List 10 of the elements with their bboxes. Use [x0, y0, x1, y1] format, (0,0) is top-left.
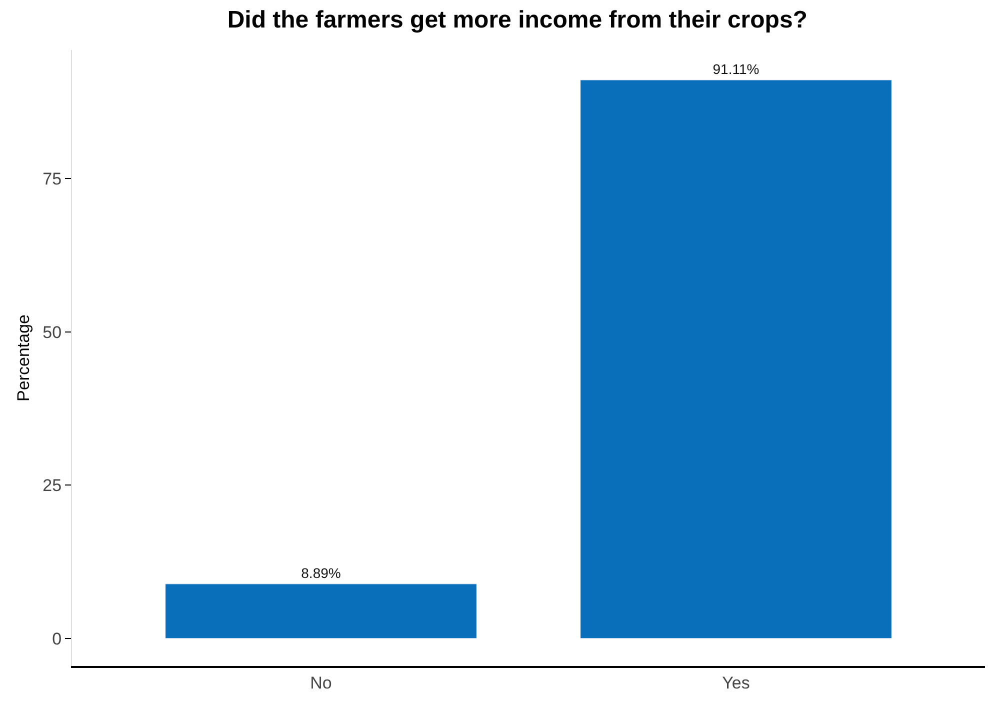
- y-tick-label: 50: [42, 322, 62, 342]
- chart-title: Did the farmers get more income from their crops?: [227, 6, 808, 34]
- x-tick-label: Yes: [722, 673, 750, 692]
- y-tick-label: 75: [42, 170, 62, 189]
- data-label: 8.89%: [301, 564, 341, 581]
- data-label: 91.11%: [712, 60, 760, 77]
- x-tick-label: No: [310, 673, 332, 692]
- y-axis-title: Percentage: [14, 314, 34, 402]
- y-tick-label: 0: [52, 629, 62, 648]
- y-tick-label: 25: [42, 476, 62, 496]
